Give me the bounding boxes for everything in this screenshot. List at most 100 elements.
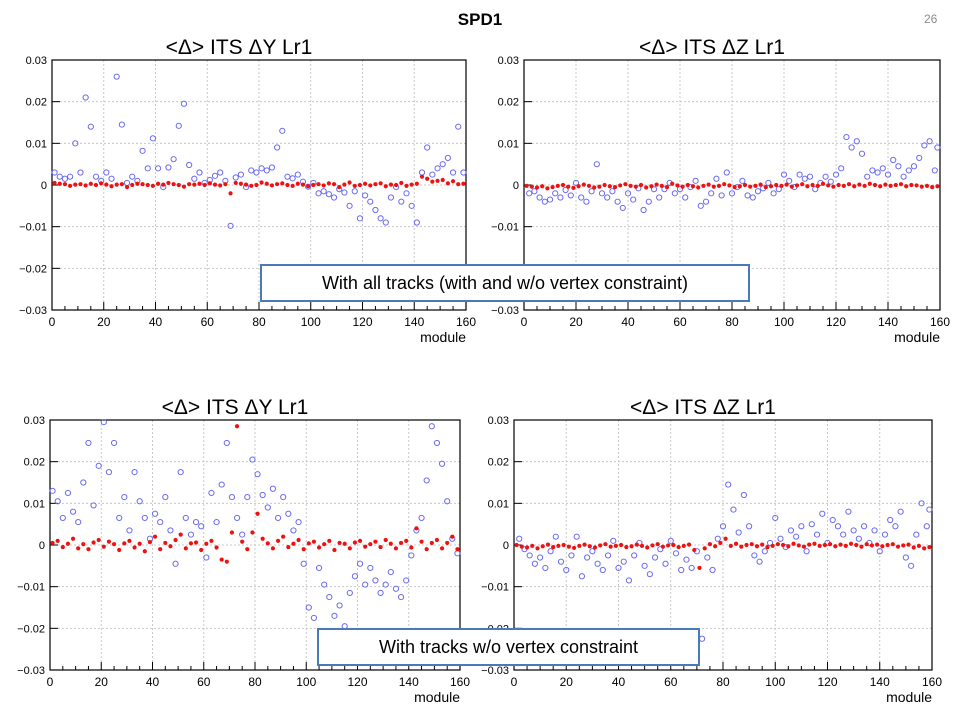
data-point-open xyxy=(408,552,415,559)
data-point-open xyxy=(662,560,669,567)
data-point-open xyxy=(141,514,148,522)
data-point-filled xyxy=(883,182,888,187)
data-point-filled xyxy=(815,183,820,188)
data-point-filled xyxy=(655,542,660,547)
data-point-open xyxy=(92,173,100,180)
data-point-open xyxy=(232,174,239,181)
x-tick-label: 100 xyxy=(765,675,785,689)
data-point-filled xyxy=(833,544,838,549)
data-point-filled xyxy=(91,540,96,545)
data-point-open xyxy=(259,491,266,499)
data-point-open xyxy=(916,154,923,162)
data-point-filled xyxy=(363,544,368,549)
data-point-filled xyxy=(409,182,414,187)
data-point-filled xyxy=(864,542,869,547)
data-point-open xyxy=(198,523,205,530)
data-point-filled xyxy=(135,181,140,186)
data-point-filled xyxy=(445,540,450,546)
data-point-open xyxy=(620,558,627,565)
data-point-filled xyxy=(202,182,207,188)
data-point-filled xyxy=(930,184,935,190)
data-point-filled xyxy=(291,541,296,546)
data-point-open xyxy=(346,589,353,597)
data-point-filled xyxy=(680,184,685,189)
data-point-filled xyxy=(869,543,875,548)
x-tick-label: 120 xyxy=(817,675,837,689)
data-point-filled xyxy=(602,182,607,188)
data-point-filled xyxy=(368,183,373,188)
data-point-filled xyxy=(130,182,135,188)
callout-wo-vertex: With tracks w/o vertex constraint xyxy=(317,628,700,666)
data-point-filled xyxy=(550,184,555,190)
data-point-filled xyxy=(885,542,890,548)
data-point-filled xyxy=(909,182,914,188)
data-point-filled xyxy=(739,544,744,549)
data-point-filled xyxy=(450,179,456,184)
data-point-open xyxy=(175,122,182,129)
data-point-open xyxy=(735,529,742,536)
data-point-filled xyxy=(723,536,728,541)
data-point-open xyxy=(796,171,803,178)
data-point-filled xyxy=(275,538,281,543)
data-point-filled xyxy=(697,565,702,571)
data-point-filled xyxy=(571,545,577,551)
data-point-open xyxy=(740,491,747,499)
data-point-open xyxy=(444,154,451,162)
data-point-open xyxy=(108,175,115,182)
data-point-filled xyxy=(373,182,378,187)
data-point-open xyxy=(341,189,348,196)
data-point-open xyxy=(583,198,590,205)
data-point-open xyxy=(157,518,164,526)
data-point-filled xyxy=(414,181,419,186)
data-point-open xyxy=(408,202,415,209)
data-point-open xyxy=(798,523,805,530)
data-point-open xyxy=(269,485,277,492)
data-point-filled xyxy=(456,182,461,187)
data-point-open xyxy=(211,172,219,179)
data-point-filled xyxy=(535,546,540,551)
data-point-open xyxy=(578,194,585,201)
data-point-open xyxy=(213,518,220,526)
data-point-filled xyxy=(732,184,737,190)
data-point-filled xyxy=(857,182,862,187)
data-point-open xyxy=(714,535,721,542)
data-point-open xyxy=(123,179,131,187)
data-point-open xyxy=(708,190,715,197)
data-point-filled xyxy=(638,182,644,188)
data-point-filled xyxy=(919,184,924,189)
data-point-filled xyxy=(250,530,255,535)
data-point-open xyxy=(813,531,821,538)
x-tick-label: 40 xyxy=(612,675,626,689)
data-point-filled xyxy=(214,545,219,550)
data-point-filled xyxy=(311,539,317,544)
data-point-filled xyxy=(789,184,794,189)
data-point-open xyxy=(516,535,523,542)
data-point-open xyxy=(536,194,543,201)
data-point-open xyxy=(640,206,647,214)
data-point-open xyxy=(594,560,601,567)
data-point-filled xyxy=(181,184,187,189)
x-tick-label: 120 xyxy=(826,315,846,329)
data-point-filled xyxy=(875,542,880,547)
data-point-open xyxy=(848,144,855,151)
x-axis-label: module xyxy=(420,329,466,345)
data-point-filled xyxy=(748,184,753,189)
data-point-open xyxy=(203,554,210,561)
data-point-open xyxy=(913,531,920,538)
data-point-filled xyxy=(269,183,275,188)
y-tick-label: 0.03 xyxy=(488,415,509,427)
data-point-filled xyxy=(649,184,654,189)
x-tick-label: 60 xyxy=(673,315,687,329)
data-point-filled xyxy=(812,541,817,546)
data-point-filled xyxy=(326,181,331,186)
data-point-open xyxy=(80,479,87,486)
data-point-filled xyxy=(233,180,238,186)
data-point-filled xyxy=(690,184,696,189)
data-point-filled xyxy=(352,540,358,545)
data-point-open xyxy=(351,573,359,580)
data-point-open xyxy=(95,462,102,469)
y-tick-label: 0.03 xyxy=(498,55,519,67)
data-point-filled xyxy=(296,537,301,543)
data-point-open xyxy=(72,140,79,147)
data-point-filled xyxy=(780,542,786,548)
